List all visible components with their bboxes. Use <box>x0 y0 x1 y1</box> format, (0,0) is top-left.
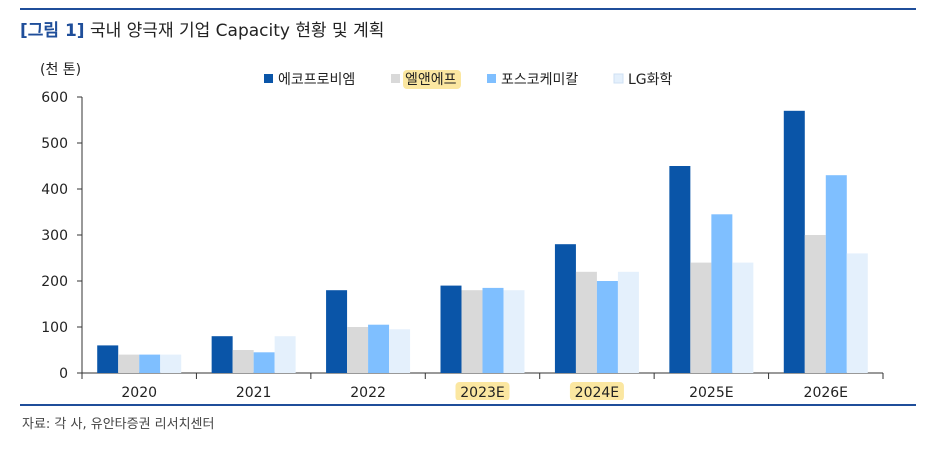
bar <box>669 166 691 373</box>
bar <box>211 336 233 373</box>
bar <box>711 214 733 373</box>
bar <box>783 110 805 374</box>
title-text: 국내 양극재 기업 Capacity 현황 및 계획 <box>89 21 385 41</box>
top-rule <box>20 8 916 10</box>
figure-tag: [그림 1] <box>20 21 85 41</box>
bar <box>690 262 712 373</box>
x-tick-label: 2024E <box>575 385 619 400</box>
bar <box>139 354 161 373</box>
legend-swatch <box>487 74 496 83</box>
x-label-highlight <box>455 382 510 400</box>
y-tick-label: 600 <box>41 90 68 106</box>
bar <box>482 287 504 373</box>
y-tick-label: 300 <box>41 228 68 244</box>
y-tick-label: 500 <box>41 136 68 152</box>
bar <box>347 327 369 373</box>
bar <box>232 350 254 373</box>
bar <box>118 354 140 373</box>
y-tick-label: 400 <box>41 182 68 198</box>
bar <box>732 262 754 373</box>
source-note: 자료: 각 사, 유안타증권 리서치센터 <box>22 417 215 432</box>
legend-label: 엘앤에프 <box>405 72 457 88</box>
legend-swatch <box>264 74 273 83</box>
y-tick-label: 100 <box>41 320 68 336</box>
bar <box>617 271 639 373</box>
bar <box>97 345 119 373</box>
x-tick-label: 2021 <box>236 385 272 400</box>
bar <box>554 244 576 373</box>
y-tick-label: 0 <box>59 366 68 382</box>
bar <box>804 235 826 373</box>
bar <box>596 281 618 373</box>
chart-title: [그림 1] 국내 양극재 기업 Capacity 현황 및 계획 <box>20 16 384 41</box>
legend-label: 포스코케미칼 <box>501 72 578 88</box>
legend-label: LG화학 <box>628 72 673 88</box>
bar <box>326 290 348 373</box>
x-tick-label: 2022 <box>350 385 386 400</box>
legend-swatch <box>613 73 624 84</box>
x-tick-label: 2025E <box>689 385 733 400</box>
bar <box>461 290 483 373</box>
bar <box>160 354 182 373</box>
bar <box>440 285 462 373</box>
bar <box>846 253 868 373</box>
bottom-rule <box>20 404 916 406</box>
y-axis-label: (천 톤) <box>40 62 81 78</box>
x-label-highlight <box>569 382 624 400</box>
bar <box>503 290 525 373</box>
y-tick-label: 200 <box>41 274 68 290</box>
x-tick-label: 2023E <box>460 385 504 400</box>
legend-swatch <box>391 74 400 83</box>
bar <box>274 336 296 373</box>
bar <box>825 175 847 373</box>
bar <box>368 324 390 373</box>
x-tick-label: 2026E <box>804 385 848 400</box>
x-tick-label: 2020 <box>121 385 157 400</box>
bar <box>253 352 275 373</box>
bar <box>389 329 411 373</box>
legend-label: 에코프로비엠 <box>278 72 355 88</box>
bar-chart: (천 톤) 0 100 200 300 400 500 600 2020 2021 2022 2023… <box>40 62 884 400</box>
bar <box>575 271 597 373</box>
legend-highlight <box>403 70 461 89</box>
